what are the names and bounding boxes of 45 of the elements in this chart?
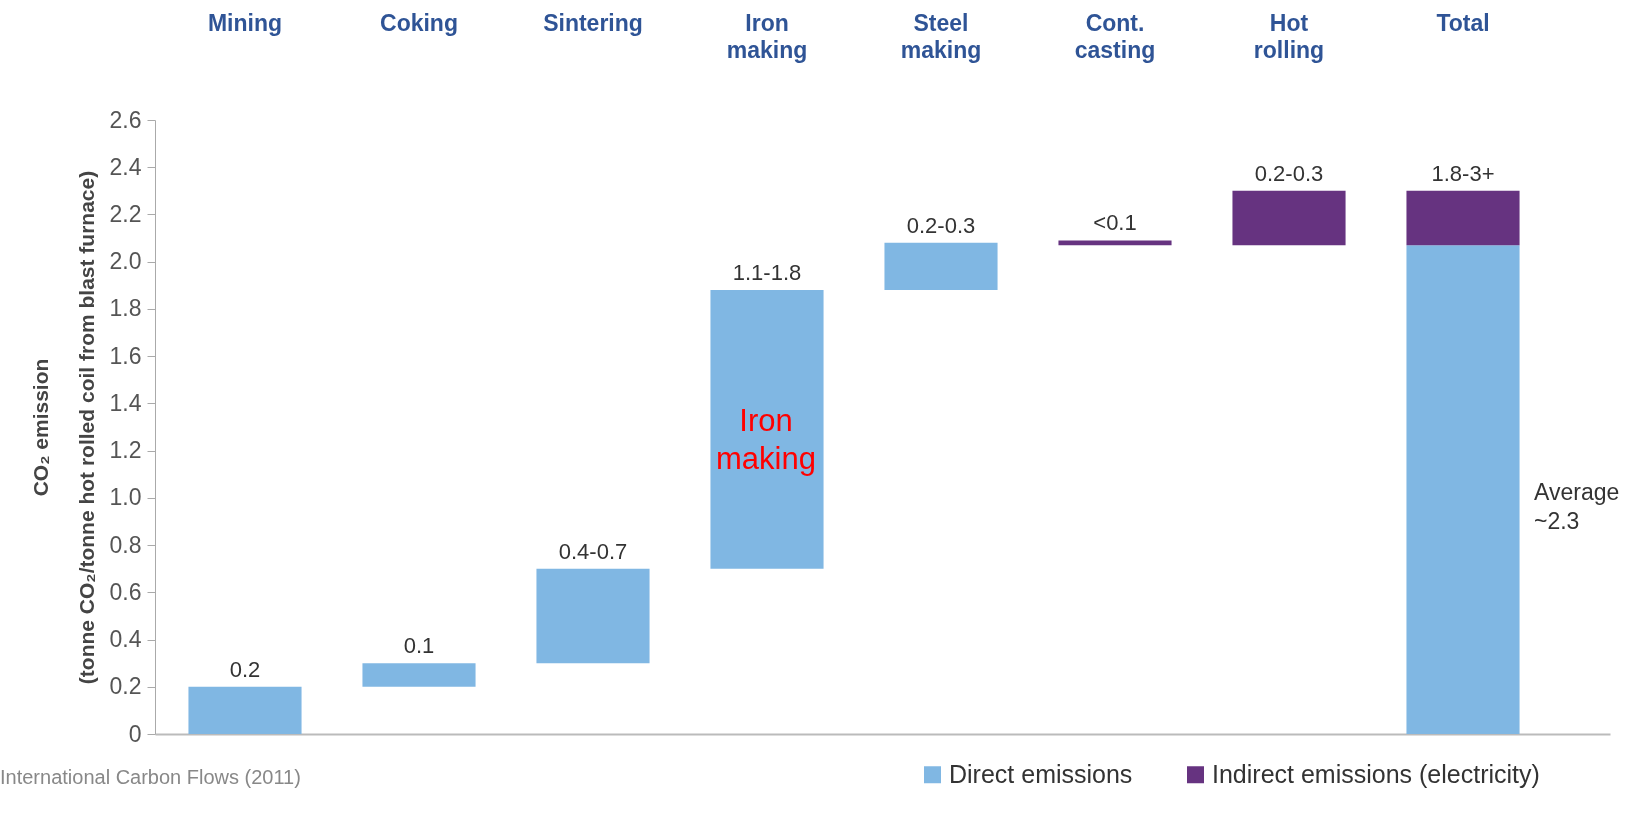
bar [1406, 245, 1520, 734]
bar [362, 663, 476, 687]
data-label: 0.2 [229, 656, 261, 682]
data-label: 0.1 [403, 633, 435, 659]
x-tick-label: Sintering [543, 9, 643, 36]
y-tick-label: 2.6 [109, 106, 142, 133]
bar [536, 568, 650, 664]
y-tick-label: 1.2 [109, 437, 142, 464]
y-tick-label: 0.2 [109, 673, 142, 700]
bar [188, 686, 302, 734]
y-tick-label: 2.0 [109, 248, 142, 275]
x-tick-label: Total [1436, 9, 1490, 36]
x-tick-label: Steel making [900, 9, 982, 63]
legend-label: Direct emissions [949, 759, 1133, 788]
bar [1232, 190, 1346, 246]
y-tick-label: 1.0 [109, 484, 142, 511]
y-tick-label: 2.2 [109, 200, 142, 227]
text: International Carbon Flows (2011) [0, 766, 301, 788]
annotation: Iron making [716, 403, 816, 476]
annotation: Average ~2.3 [1534, 479, 1620, 534]
bar [1058, 240, 1172, 246]
y-tick-label: 1.8 [109, 295, 142, 322]
x-tick-label: Cont. casting [1074, 9, 1156, 63]
bar [710, 290, 824, 569]
data-label: 1.8-3+ [1431, 160, 1495, 186]
data-label: <0.1 [1093, 210, 1137, 236]
y-tick-label: 0.6 [109, 578, 142, 605]
x-tick-label: Coking [380, 9, 458, 36]
x-tick-label: Hot rolling [1253, 9, 1325, 63]
data-label: 0.2-0.3 [906, 212, 976, 238]
y-tick-label: 1.4 [109, 389, 142, 416]
data-label: 0.4-0.7 [558, 538, 628, 564]
y-tick-label: 1.6 [109, 342, 142, 369]
bar [884, 242, 998, 291]
x-tick-label: Iron making [726, 9, 808, 63]
data-label: 0.2-0.3 [1254, 160, 1324, 186]
legend-label: Indirect emissions (electricity) [1212, 759, 1540, 788]
y-tick-label: 0 [128, 720, 142, 747]
y-axis-title: CO₂ emission (tonne CO₂/tonne hot rolled coil from blast furnace) [28, 170, 98, 685]
x-tick-label: Mining [207, 9, 283, 36]
y-tick-label: 0.4 [109, 626, 142, 653]
y-tick-label: 0.8 [109, 531, 142, 558]
bar [1406, 190, 1520, 246]
y-tick-label: 2.4 [109, 153, 142, 180]
data-label: 1.1-1.8 [732, 260, 802, 286]
